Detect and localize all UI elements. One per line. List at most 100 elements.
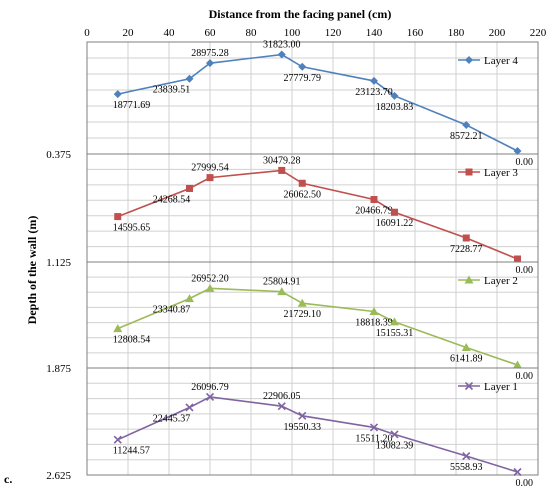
x-tick-label: 20 [123,27,135,39]
figure-label: c. [4,472,12,486]
data-point [370,196,378,204]
legend-label: Layer 2 [484,275,518,287]
series-line-layer-1 [117,396,518,473]
data-point [185,294,194,303]
data-label: 16091.22 [376,218,414,229]
data-point [390,430,399,439]
data-point [513,360,522,369]
panel-frame [86,367,539,476]
x-tick-label: 80 [246,27,258,39]
data-point [513,467,522,477]
data-label: 15511.20 [355,433,392,444]
data-point [298,179,306,187]
data-label: 26952.20 [191,273,229,284]
x-tick-label: 40 [164,27,176,39]
data-label: 18818.39 [355,317,393,328]
x-tick-label: 180 [448,27,465,39]
data-label: 22906.05 [263,391,301,402]
data-label: 23839.51 [153,85,191,96]
data-point [114,213,122,221]
x-tick-label: 0 [84,27,90,39]
data-label: 15155.31 [376,328,414,339]
data-label: 24268.54 [153,194,191,205]
x-tick-label: 100 [284,27,301,39]
data-label: 18203.83 [376,102,414,113]
data-point [113,90,122,99]
depth-tick-label: 2.625 [46,470,71,482]
data-point [278,166,286,174]
depth-tick-label: 0.375 [46,149,71,161]
depth-tick-label: 1.125 [46,257,71,269]
data-point [186,184,193,192]
legend-marker [465,56,473,64]
data-point [277,50,286,59]
data-point [461,343,471,352]
x-tick-label: 220 [530,27,547,39]
data-label: 31823.00 [263,40,301,51]
data-point [369,306,379,315]
data-label: 30479.28 [263,155,301,166]
data-label: 0.00 [516,157,534,168]
data-point [206,174,214,182]
data-point [205,392,215,402]
data-label: 27999.54 [191,163,229,174]
depth-tick-label: 1.875 [46,363,71,375]
data-label: 28975.28 [191,48,229,59]
data-label: 19550.33 [284,422,322,433]
data-label: 22445.37 [153,413,191,424]
data-point [113,435,122,444]
data-point [513,147,522,155]
data-label: 26096.79 [191,382,229,393]
data-point [113,324,123,333]
data-label: 6141.89 [450,354,483,365]
data-label: 27779.79 [284,73,322,84]
data-label: 14595.65 [113,223,151,234]
data-label: 23123.70 [355,87,393,98]
data-point [277,402,286,411]
data-point [370,76,378,85]
data-label: 0.00 [516,478,534,489]
data-point [277,287,287,296]
data-label: 23340.87 [153,305,191,316]
legend-marker [464,381,474,391]
data-point [185,74,194,83]
data-label: 5558.93 [450,462,483,473]
x-tick-label: 120 [325,27,342,39]
data-point [298,411,307,420]
data-label: 18771.69 [113,100,151,111]
data-point [391,208,398,216]
data-point [297,298,307,307]
legend-label: Layer 3 [484,167,518,179]
data-label: 8572.21 [450,131,483,142]
data-point [298,62,307,71]
legend-marker [465,168,473,176]
data-point [390,91,399,100]
chart-title: Distance from the facing panel (cm) [209,7,392,21]
data-point [390,317,399,326]
data-point [185,403,194,412]
data-point [462,451,471,461]
x-tick-label: 60 [205,27,217,39]
data-label: 20466.79 [355,206,393,217]
data-point [462,121,471,130]
data-label: 25804.91 [263,277,301,288]
plot-area: 0 20 40 60 80 100 120 140 160 180 200 220 0.375 18771… [46,27,547,489]
legend-label: Layer 1 [484,381,518,393]
data-point [205,283,215,292]
data-label: 11244.57 [113,446,150,457]
y-axis-label: Depth of the wall (m) [25,216,39,325]
data-label: 21729.10 [284,309,322,320]
data-label: 7228.77 [450,244,483,255]
data-label: 12808.54 [113,335,151,346]
data-label: 0.00 [516,371,534,382]
legend-marker [464,275,474,284]
data-point [514,255,521,263]
data-point [462,234,470,242]
data-label: 13082.39 [376,440,414,451]
data-label: 26062.50 [284,189,322,200]
x-tick-label: 160 [407,27,424,39]
x-tick-label: 200 [489,27,506,39]
data-point [206,59,214,68]
data-label: 0.00 [516,265,534,276]
